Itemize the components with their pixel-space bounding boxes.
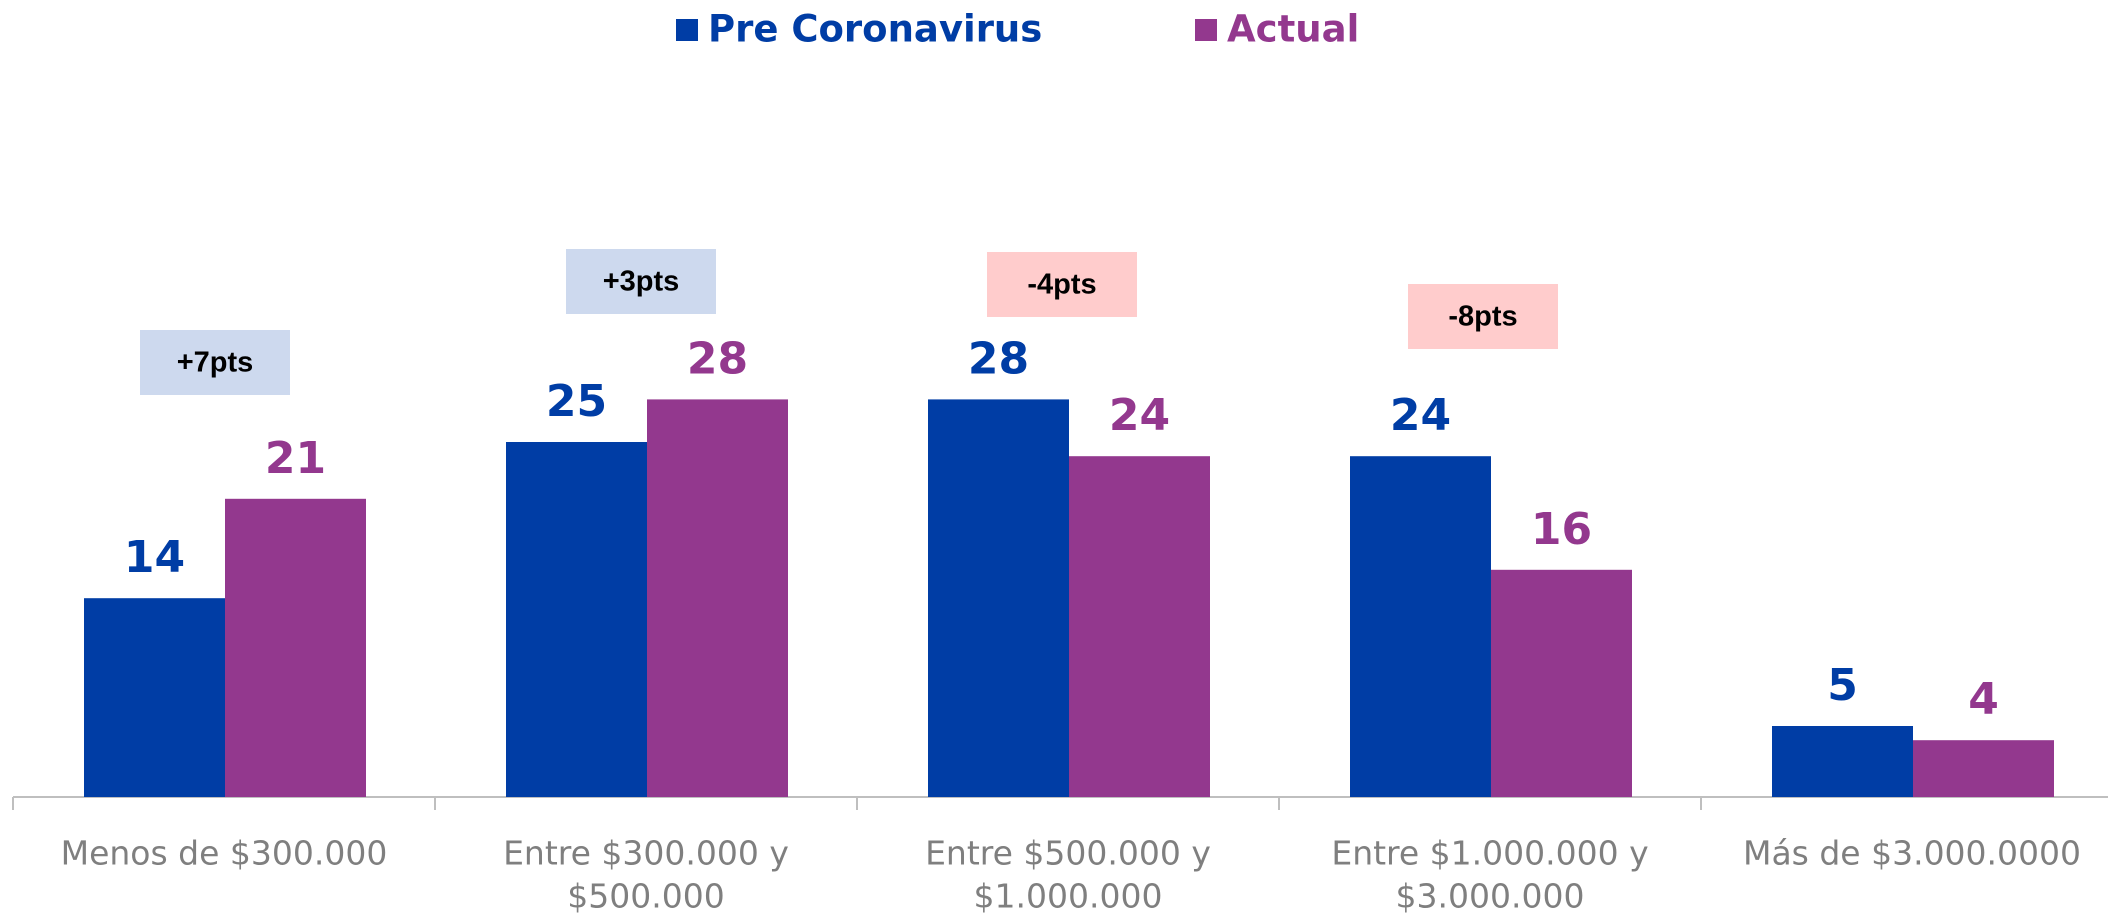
value-label: 21 [265, 433, 326, 484]
annotation-box [140, 330, 290, 395]
value-label: 25 [546, 376, 607, 427]
bar [1069, 456, 1210, 797]
value-label: 14 [124, 532, 185, 583]
bar [1491, 569, 1632, 797]
x-tick-label: $1.000.000 [974, 877, 1163, 915]
legend-swatch [1195, 19, 1217, 41]
legend-swatch [676, 19, 698, 41]
bar [1350, 456, 1491, 797]
annotation-text: +3pts [603, 266, 680, 298]
x-tick-label: $500.000 [567, 877, 724, 915]
x-tick-label: Menos de $300.000 [61, 834, 388, 873]
annotation-text: -8pts [1448, 301, 1517, 333]
annotation-text: -4pts [1027, 269, 1096, 301]
bar [1913, 740, 2054, 797]
annotation-box [987, 252, 1137, 317]
x-tick-label: Entre $1.000.000 y [1331, 834, 1648, 873]
x-tick-label: Entre $500.000 y [925, 834, 1211, 873]
x-tick-label: $3.000.000 [1396, 877, 1585, 915]
legend-label: Actual [1227, 8, 1359, 51]
bar [225, 498, 366, 797]
bar [647, 399, 788, 797]
bar [506, 442, 647, 797]
value-label: 28 [687, 333, 748, 384]
value-label: 5 [1827, 660, 1858, 711]
annotation-box [1408, 284, 1558, 349]
x-tick-label: Entre $300.000 y [503, 834, 789, 873]
bar [84, 598, 225, 797]
value-label: 24 [1109, 390, 1170, 441]
bar [928, 399, 1069, 797]
annotation-text: +7pts [177, 347, 254, 379]
value-label: 24 [1390, 390, 1451, 441]
legend-label: Pre Coronavirus [708, 8, 1042, 51]
value-label: 16 [1531, 504, 1592, 555]
x-tick-label: Más de $3.000.0000 [1743, 834, 2081, 873]
value-label: 4 [1968, 674, 1999, 725]
bar [1772, 726, 1913, 797]
value-label: 28 [968, 333, 1029, 384]
annotation-box [566, 249, 716, 314]
